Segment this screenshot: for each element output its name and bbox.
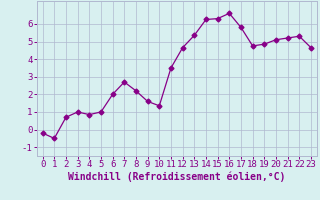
X-axis label: Windchill (Refroidissement éolien,°C): Windchill (Refroidissement éolien,°C) <box>68 172 285 182</box>
